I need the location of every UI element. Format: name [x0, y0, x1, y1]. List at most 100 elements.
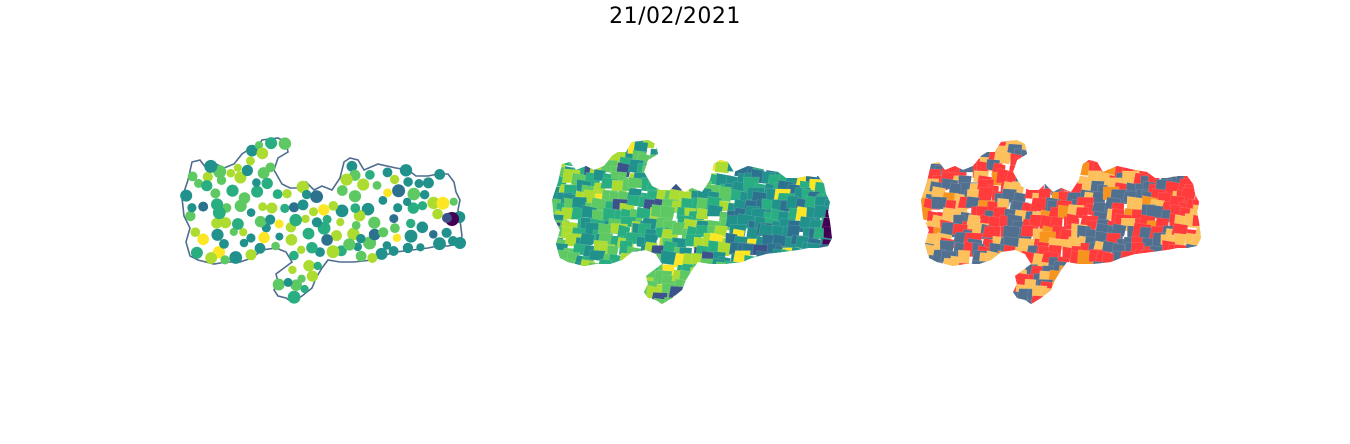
municipality-point — [288, 202, 300, 213]
municipality-polygon — [1177, 303, 1192, 304]
municipality-polygon — [721, 146, 739, 162]
municipality-polygon — [796, 307, 812, 320]
municipality-polygon — [559, 294, 572, 304]
municipality-polygon — [752, 294, 769, 304]
municipality-polygon — [1088, 267, 1105, 283]
municipality-point — [390, 223, 400, 234]
municipality-polygon — [618, 263, 634, 276]
municipality-polygon — [804, 159, 821, 173]
municipality-polygon — [552, 145, 561, 162]
municipality-polygon — [779, 268, 797, 284]
municipality-polygon — [788, 155, 805, 169]
municipality-polygon — [1197, 265, 1201, 281]
municipality-polygon — [722, 298, 737, 304]
municipality-polygon — [674, 142, 689, 158]
municipality-point — [375, 247, 388, 260]
municipality-polygon — [989, 283, 1007, 297]
municipality-polygon — [563, 301, 582, 304]
municipality-polygon — [824, 295, 832, 304]
municipality-polygon — [625, 253, 643, 269]
municipality-polygon — [1027, 171, 1044, 186]
municipality-polygon — [955, 147, 973, 161]
municipality-polygon — [680, 171, 695, 185]
municipality-point — [378, 227, 389, 238]
municipality-polygon — [921, 153, 932, 167]
municipality-polygon — [1114, 283, 1128, 297]
municipality-polygon — [573, 294, 589, 304]
municipality-polygon — [689, 267, 706, 283]
municipality-point — [404, 229, 418, 243]
municipality-polygon — [784, 254, 804, 270]
municipality-point — [389, 214, 399, 224]
municipality-polygon — [1166, 150, 1183, 164]
municipality-polygon — [1081, 276, 1098, 290]
municipality-point — [422, 177, 434, 189]
municipality-polygon — [1188, 260, 1201, 276]
municipality-polygon — [1145, 278, 1161, 293]
municipality-point — [275, 232, 284, 241]
municipality-polygon — [965, 280, 984, 296]
municipality-polygon — [959, 272, 974, 289]
municipality-polygon — [639, 301, 654, 304]
municipality-polygon — [1178, 148, 1193, 165]
municipality-polygon — [715, 300, 732, 304]
municipality-polygon — [629, 290, 648, 304]
municipality-polygon — [1110, 150, 1126, 166]
municipality-polygon — [1044, 146, 1061, 163]
municipality-polygon — [780, 264, 797, 281]
municipality-polygon — [1193, 285, 1201, 298]
municipality-polygon — [1069, 152, 1083, 166]
municipality-point — [427, 196, 440, 210]
municipality-polygon — [770, 310, 786, 326]
municipality-polygon — [808, 294, 825, 304]
municipality-polygon — [970, 268, 984, 285]
municipality-polygon — [1191, 274, 1201, 291]
municipality-polygon — [597, 140, 617, 150]
municipality-polygon — [619, 269, 634, 286]
municipality-point — [348, 190, 362, 203]
municipality-polygon — [1028, 157, 1044, 170]
municipality-point — [388, 246, 399, 256]
municipality-polygon — [1060, 179, 1075, 192]
municipality-polygon — [1051, 163, 1064, 178]
municipality-polygon — [697, 166, 713, 179]
municipality-polygon — [753, 261, 766, 277]
municipality-polygon — [1149, 151, 1166, 167]
municipality-polygon — [674, 309, 688, 320]
municipality-polygon — [921, 160, 930, 173]
municipality-polygon — [1206, 281, 1222, 292]
municipality-polygon — [748, 277, 763, 290]
municipality-polygon — [1186, 308, 1202, 320]
municipality-polygon — [816, 298, 832, 304]
municipality-polygon — [1175, 251, 1189, 264]
municipality-polygon — [929, 295, 942, 304]
municipality-polygon — [791, 268, 810, 285]
municipality-polygon — [681, 283, 696, 298]
municipality-polygon — [737, 288, 753, 303]
municipality-polygon — [1201, 192, 1217, 207]
municipality-polygon — [793, 295, 813, 304]
municipality-polygon — [809, 140, 826, 151]
municipality-polygon — [615, 275, 635, 288]
municipality-polygon — [991, 310, 1009, 325]
municipality-polygon — [690, 263, 705, 280]
municipality-polygon — [956, 311, 971, 325]
municipality-point — [285, 234, 298, 246]
municipality-point — [219, 239, 229, 249]
municipality-polygon — [579, 140, 599, 149]
municipality-polygon — [766, 306, 782, 318]
municipality-polygon — [827, 303, 832, 304]
municipality-polygon — [771, 291, 788, 304]
municipality-polygon — [934, 146, 954, 159]
municipality-polygon — [834, 137, 850, 149]
municipality-polygon — [1138, 263, 1156, 277]
municipality-polygon — [941, 257, 962, 273]
municipality-polygon — [773, 274, 791, 287]
municipality-polygon — [817, 140, 831, 154]
municipality-polygon — [1116, 285, 1135, 299]
municipality-polygon — [1180, 296, 1196, 304]
municipality-polygon — [755, 250, 771, 266]
municipality-polygon — [826, 146, 832, 161]
municipality-polygon — [1207, 155, 1225, 167]
municipality-polygon — [947, 151, 966, 167]
